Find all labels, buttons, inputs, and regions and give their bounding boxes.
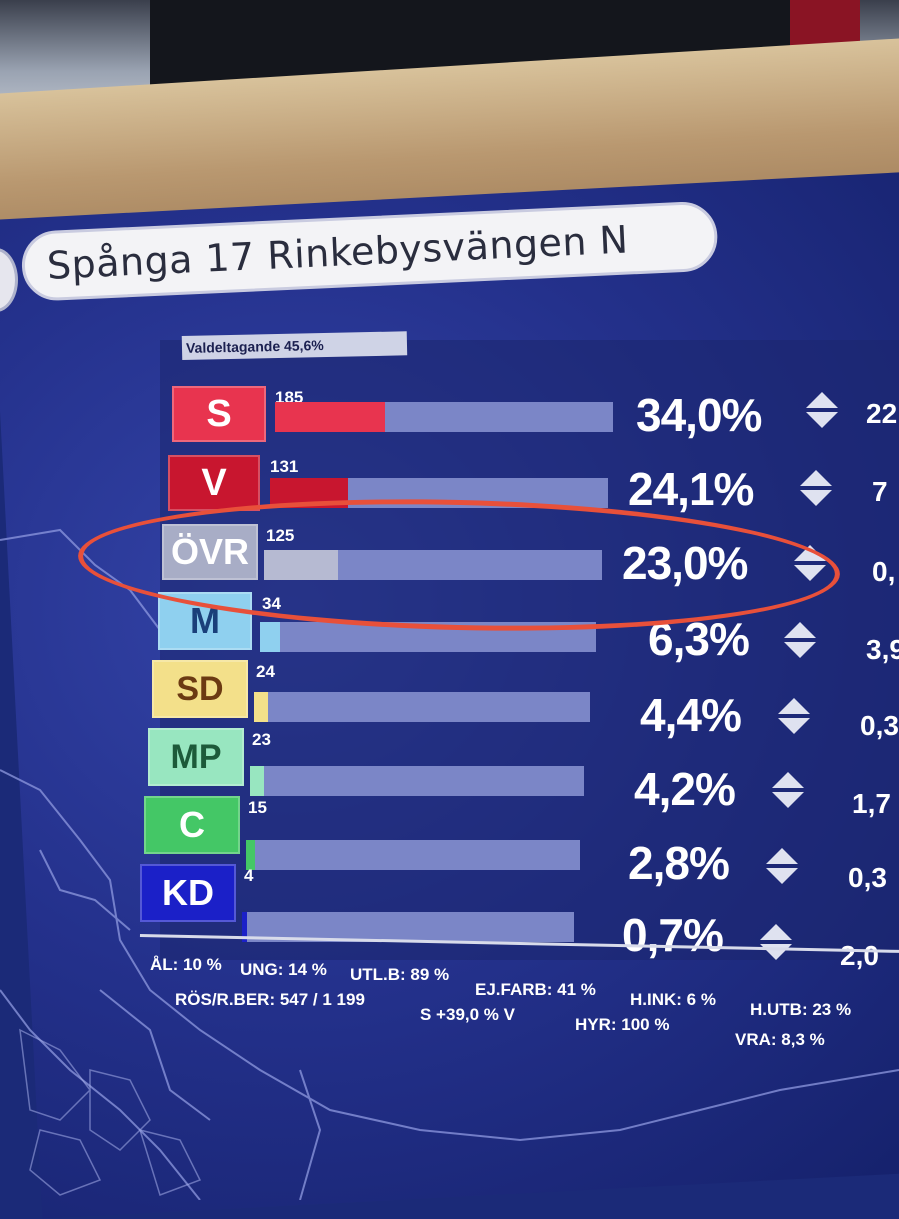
- party-votes-kd: 4: [244, 866, 254, 885]
- party-badge-c: C: [144, 796, 240, 854]
- turnout-label: Valdeltagande 45,6%: [185, 337, 324, 356]
- party-bar-track-sd: [254, 692, 590, 722]
- party-badge-v: V: [168, 455, 260, 511]
- district-title-text: Spånga 17 Rinkebysvängen N: [45, 217, 630, 288]
- party-bar-fill-v: [270, 478, 348, 508]
- party-change-sd: 0,3: [860, 710, 899, 741]
- party-bar-fill-ovr: [264, 550, 338, 580]
- stat-hink: H.INK: 6 %: [630, 990, 716, 1009]
- party-bar-track-s: [275, 402, 613, 432]
- change-arrows-icon-kd: [760, 924, 792, 962]
- change-arrows-icon-m: [784, 622, 816, 660]
- change-arrows-icon-c: [766, 848, 798, 886]
- stat-vra: VRA: 8,3 %: [735, 1030, 825, 1049]
- stat-ung: UNG: 14 %: [240, 960, 327, 979]
- stat-hyr: HYR: 100 %: [575, 1015, 670, 1034]
- party-percent-c: 2,8%: [628, 837, 730, 889]
- party-change-s: 22: [866, 398, 898, 429]
- party-change-mp: 1,7: [852, 788, 891, 819]
- party-change-kd: 2,0: [840, 940, 879, 971]
- party-bar-fill-sd: [254, 692, 268, 722]
- change-arrows-icon-mp: [772, 772, 804, 810]
- party-change-m: 3,9: [866, 634, 899, 665]
- party-votes-m: 34: [262, 594, 281, 613]
- party-change-v: 7: [872, 476, 888, 507]
- party-bar-fill-m: [260, 622, 280, 652]
- party-percent-sd: 4,4%: [640, 689, 742, 741]
- stat-hutb: H.UTB: 23 %: [750, 1000, 852, 1019]
- party-votes-c: 15: [248, 798, 267, 817]
- party-badge-s: S: [172, 386, 266, 442]
- stat-ejfarb: EJ.FARB: 41 %: [475, 980, 596, 999]
- party-percent-ovr: 23,0%: [622, 537, 748, 589]
- party-bar-track-mp: [250, 766, 584, 796]
- party-votes-mp: 23: [252, 730, 271, 749]
- party-bar-fill-c: [246, 840, 255, 870]
- stat-swing: S +39,0 % V: [420, 1005, 515, 1024]
- party-badge-ovr: ÖVR: [162, 524, 258, 580]
- party-percent-mp: 4,2%: [634, 763, 736, 815]
- party-change-c: 0,3: [848, 862, 887, 893]
- party-votes-ovr: 125: [266, 526, 295, 545]
- party-bar-fill-s: [275, 402, 385, 432]
- district-map-outline: [0, 528, 899, 1200]
- stat-utlb: UTL.B: 89 %: [350, 965, 450, 984]
- change-arrows-icon-v: [800, 470, 832, 508]
- party-bar-fill-mp: [250, 766, 264, 796]
- party-badge-kd: KD: [140, 864, 236, 922]
- party-percent-v: 24,1%: [628, 463, 754, 515]
- party-percent-s: 34,0%: [636, 389, 762, 441]
- change-arrows-icon-s: [806, 392, 838, 430]
- party-bar-fill-kd: [242, 912, 247, 942]
- party-bar-track-m: [260, 622, 596, 652]
- stat-rosrber: RÖS/R.BER: 547 / 1 199: [175, 990, 365, 1009]
- turnout-bar: Valdeltagande 45,6%: [181, 331, 408, 360]
- change-arrows-icon-sd: [778, 698, 810, 736]
- party-bar-track-v: [270, 478, 608, 508]
- party-badge-sd: SD: [152, 660, 248, 718]
- stat-al: ÅL: 10 %: [150, 955, 222, 974]
- party-percent-m: 6,3%: [648, 613, 750, 665]
- party-bar-track-ovr: [264, 550, 602, 580]
- party-percent-kd: 0,7%: [622, 909, 724, 961]
- party-badge-m: M: [158, 592, 252, 650]
- party-votes-v: 131: [270, 457, 299, 476]
- party-bar-track-c: [246, 840, 580, 870]
- party-change-ovr: 0,: [872, 556, 896, 587]
- party-badge-mp: MP: [148, 728, 244, 786]
- party-votes-sd: 24: [256, 662, 275, 681]
- change-arrows-icon-ovr: [794, 545, 826, 583]
